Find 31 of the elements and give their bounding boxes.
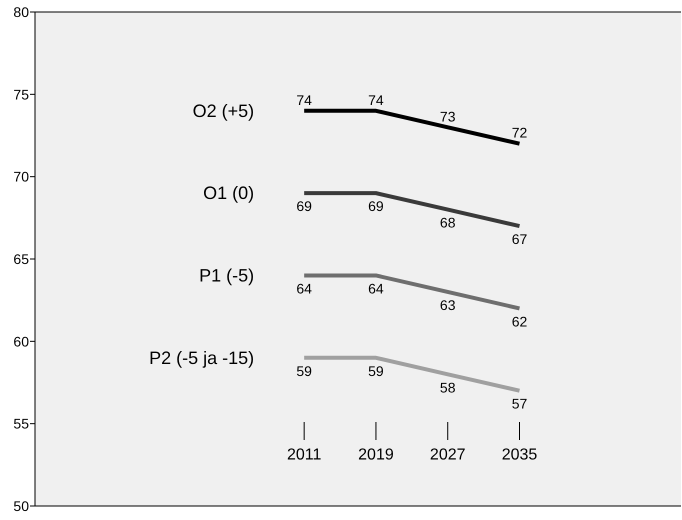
data-label: 59 [296,362,312,379]
data-label: 64 [296,280,312,296]
data-label: 67 [512,231,528,248]
y-tick-label: 50 [13,498,30,514]
y-tick-label: 55 [13,416,30,432]
data-label: 59 [368,362,384,379]
data-label: 63 [440,296,456,313]
y-tick-label: 80 [13,4,30,20]
y-tick-label: 60 [13,333,30,350]
y-tick-label: 75 [13,86,30,102]
data-label: 74 [296,92,312,108]
y-tick-label: 70 [13,168,30,185]
data-label: 68 [440,214,456,231]
x-tick-label: 2011 [286,446,322,464]
data-label: 73 [440,108,456,124]
data-label: 74 [368,92,384,108]
text: P2 (-5 ja -15) [149,348,254,368]
x-tick-label: 2027 [430,446,466,464]
text: P1 (-5) [199,265,254,286]
text: O1 (0) [203,183,254,204]
text: O2 (+5) [192,100,254,121]
data-label: 64 [368,280,384,296]
data-label: 69 [368,198,384,214]
data-label: 69 [296,198,312,214]
x-tick-label: 2019 [358,446,394,464]
data-label: 58 [440,379,456,396]
y-tick-label: 65 [13,251,30,267]
data-label: 57 [512,396,528,412]
data-label: 72 [512,124,528,141]
data-label: 62 [512,313,528,330]
x-tick-label: 2035 [502,446,538,464]
